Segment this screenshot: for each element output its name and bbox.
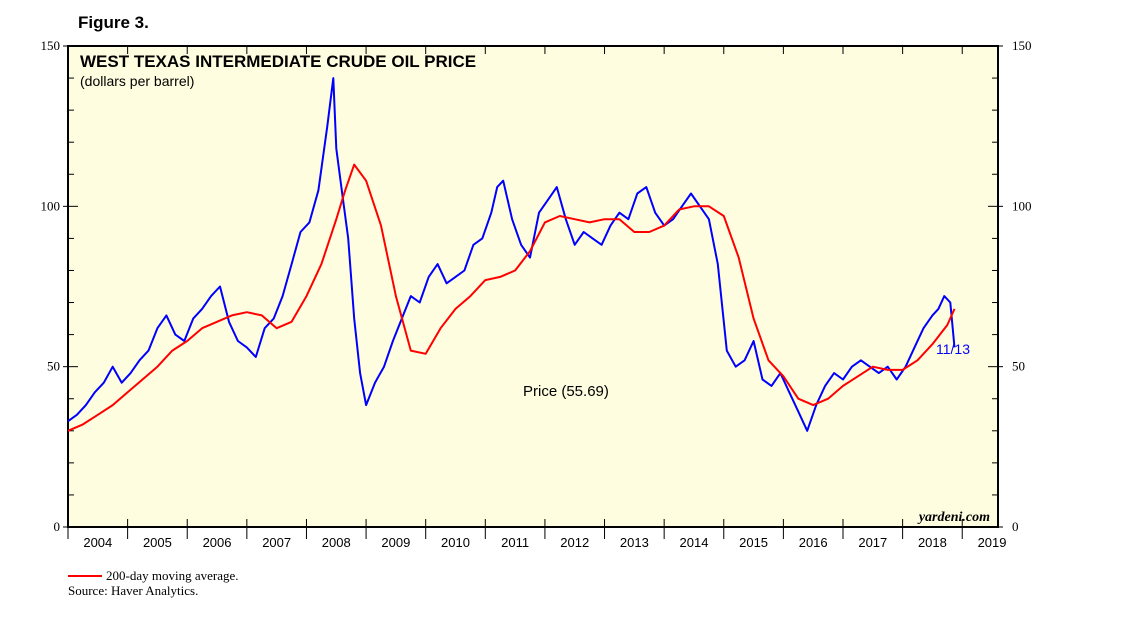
price-series-line bbox=[67, 77, 956, 432]
y-tick-label-left: 50 bbox=[47, 359, 60, 374]
x-tick-label: 2006 bbox=[203, 535, 232, 550]
end-date-label: 11/13 bbox=[936, 341, 970, 357]
series-layer bbox=[67, 77, 956, 432]
x-tick-label: 2019 bbox=[978, 535, 1007, 550]
x-tick-label: 2012 bbox=[560, 535, 589, 550]
y-tick-label-right: 0 bbox=[1012, 519, 1019, 534]
chart-subtitle: (dollars per barrel) bbox=[80, 73, 194, 89]
y-tick-label-right: 150 bbox=[1012, 38, 1032, 53]
price-annotation: Price (55.69) bbox=[523, 383, 609, 400]
x-tick-label: 2004 bbox=[83, 535, 112, 550]
y-tick-label-left: 0 bbox=[54, 519, 61, 534]
y-tick-label-right: 100 bbox=[1012, 198, 1032, 213]
x-tick-label: 2010 bbox=[441, 535, 470, 550]
x-tick-label: 2016 bbox=[799, 535, 828, 550]
y-tick-label-left: 100 bbox=[41, 198, 61, 213]
legend-moving-average-label: 200-day moving average. bbox=[106, 568, 239, 583]
x-tick-label: 2009 bbox=[381, 535, 410, 550]
watermark: yardeni.com bbox=[917, 510, 990, 525]
y-axis-left: 0 50 100 150 bbox=[41, 38, 78, 534]
x-tick-label: 2018 bbox=[918, 535, 947, 550]
source-note: Source: Haver Analytics. bbox=[68, 583, 199, 598]
legend: 200-day moving average. Source: Haver An… bbox=[68, 568, 238, 598]
x-tick-label: 2015 bbox=[739, 535, 768, 550]
x-tick-label: 2017 bbox=[858, 535, 887, 550]
x-tick-label: 2014 bbox=[680, 535, 709, 550]
y-tick-label-right: 50 bbox=[1012, 359, 1025, 374]
x-tick-label: 2005 bbox=[143, 535, 172, 550]
legend-swatch-moving-average bbox=[68, 574, 102, 577]
legend-moving-average: 200-day moving average. bbox=[68, 568, 238, 583]
chart-title: WEST TEXAS INTERMEDIATE CRUDE OIL PRICE bbox=[80, 52, 476, 71]
plot-area bbox=[67, 45, 999, 528]
x-axis: 2004 2005 2006 2007 2008 2009 2010 2011 2012 2013… bbox=[67, 46, 1007, 550]
x-tick-label: 2013 bbox=[620, 535, 649, 550]
y-tick-label-left: 150 bbox=[41, 38, 61, 53]
x-tick-label: 2007 bbox=[262, 535, 291, 550]
x-tick-label: 2008 bbox=[322, 535, 351, 550]
figure-label: Figure 3. bbox=[78, 13, 149, 32]
moving-average-line bbox=[67, 163, 956, 432]
y-axis-right: 0 50 100 150 bbox=[988, 38, 1032, 534]
x-tick-label: 2011 bbox=[501, 535, 529, 550]
